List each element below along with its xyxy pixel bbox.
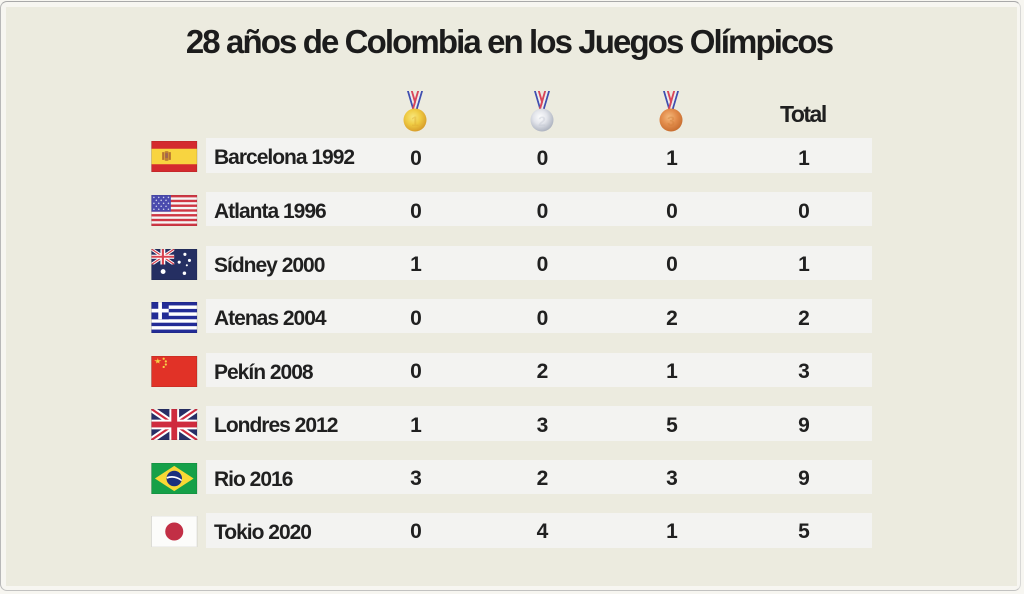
svg-text:3: 3 [667, 113, 675, 129]
svg-text:1: 1 [411, 113, 419, 129]
svg-text:2: 2 [538, 113, 546, 129]
